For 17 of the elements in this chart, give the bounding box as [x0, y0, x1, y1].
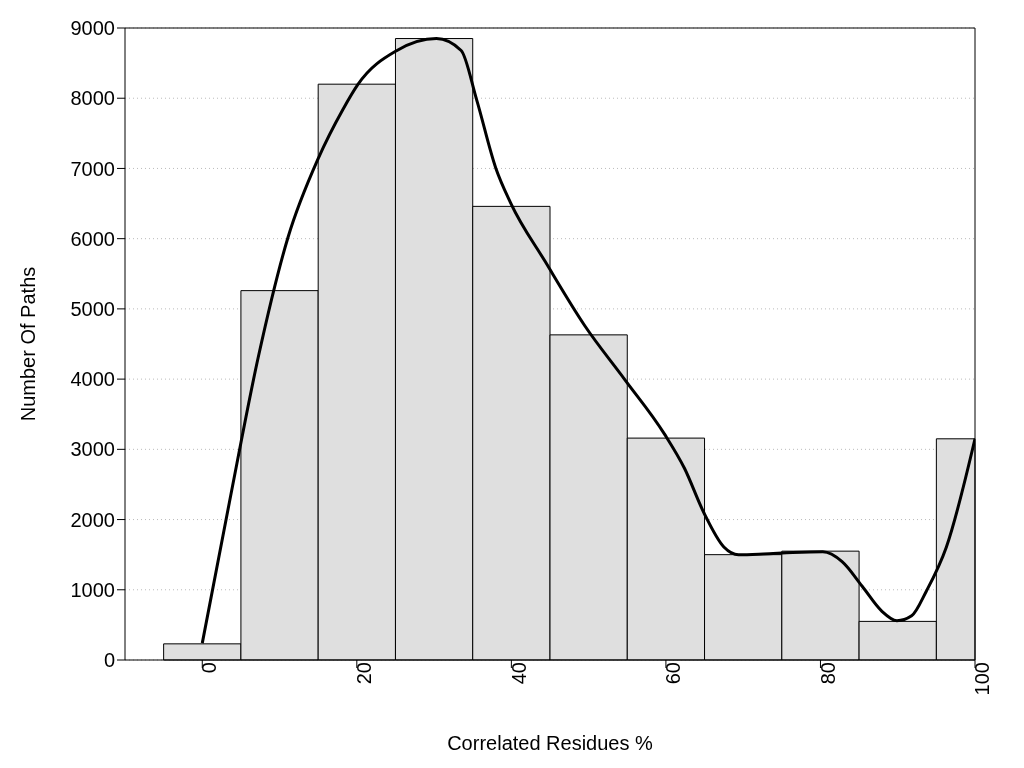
y-tick-label: 9000 — [70, 17, 115, 40]
y-tick-label: 7000 — [70, 157, 115, 180]
y-tick-label: 5000 — [70, 297, 115, 320]
y-tick-label: 3000 — [70, 438, 115, 461]
x-tick-label: 20 — [353, 662, 376, 685]
x-tick-label: 80 — [816, 662, 839, 685]
x-tick-label: 0 — [198, 662, 221, 674]
y-tick-label: 6000 — [70, 227, 115, 250]
y-tick-label: 1000 — [70, 578, 115, 601]
x-tick-label: 60 — [662, 662, 685, 685]
x-tick-label: 100 — [971, 662, 994, 696]
y-axis-title: Number Of Paths — [17, 266, 40, 422]
y-tick-label: 2000 — [70, 508, 115, 531]
y-tick-label: 8000 — [70, 87, 115, 110]
x-tick-label: 40 — [507, 662, 530, 685]
y-tick-label: 4000 — [70, 368, 115, 391]
x-axis-title: Correlated Residues % — [447, 732, 654, 754]
